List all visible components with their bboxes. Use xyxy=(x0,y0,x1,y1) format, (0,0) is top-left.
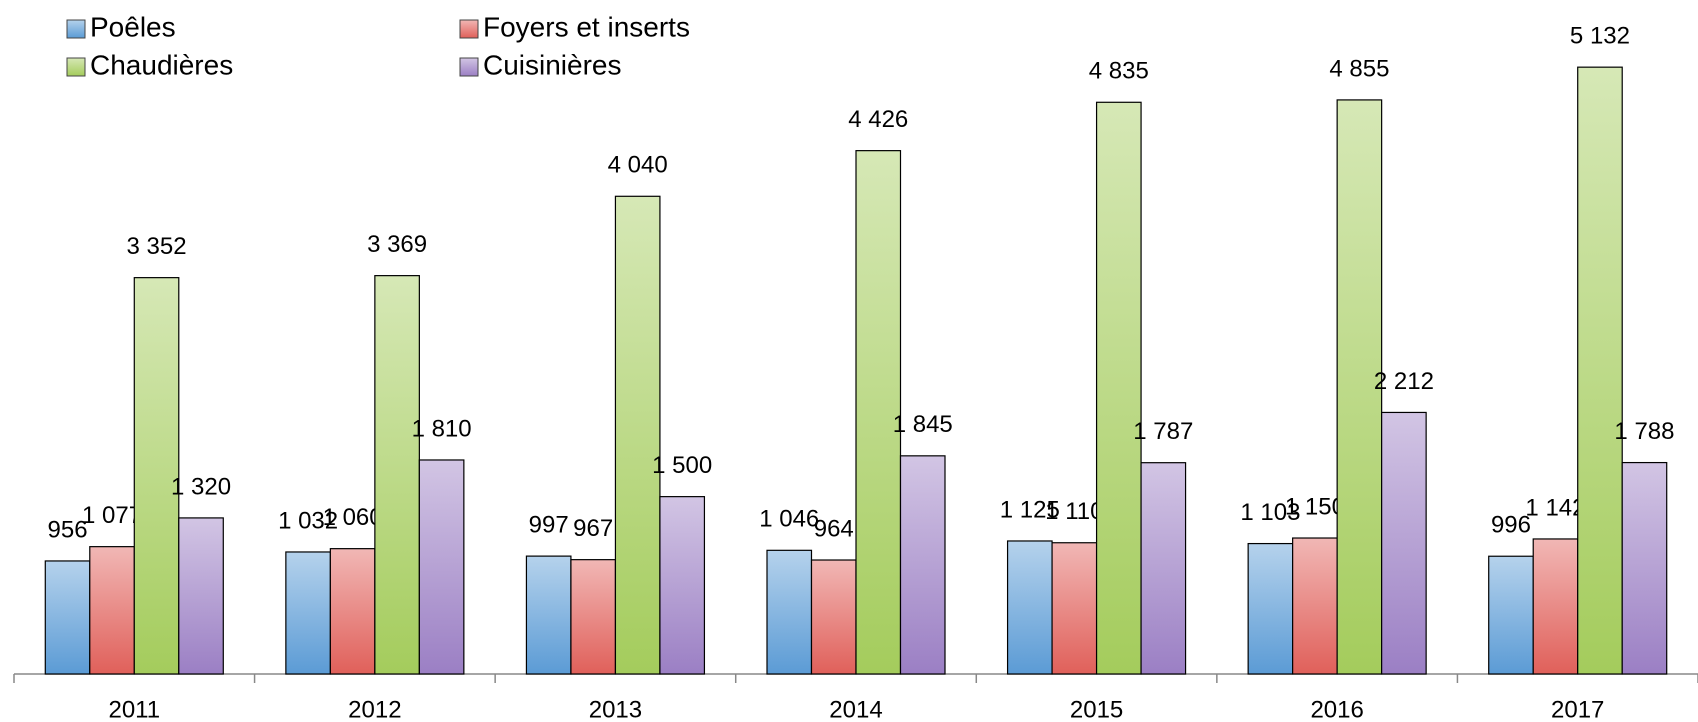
data-label: 1 142 xyxy=(1525,494,1585,521)
bar xyxy=(329,548,376,675)
legend-swatch xyxy=(66,57,86,77)
data-label: 1 788 xyxy=(1614,418,1674,445)
data-label: 1 500 xyxy=(652,452,712,479)
data-label: 1 845 xyxy=(893,411,953,438)
legend-swatch xyxy=(66,19,86,39)
data-label: 1 810 xyxy=(412,415,472,442)
data-label: 1 150 xyxy=(1285,493,1345,520)
data-label: 5 132 xyxy=(1570,23,1630,50)
legend-swatch xyxy=(459,19,479,39)
data-label: 997 xyxy=(529,511,569,538)
x-tick-label: 2017 xyxy=(1551,696,1604,722)
x-tick-label: 2012 xyxy=(348,696,401,722)
bar xyxy=(766,549,813,675)
data-label: 1 103 xyxy=(1240,499,1300,526)
bar xyxy=(418,459,465,675)
data-label: 1 032 xyxy=(278,507,338,534)
x-tick-label: 2011 xyxy=(108,696,160,722)
bar xyxy=(89,546,135,675)
bar xyxy=(1006,540,1053,675)
data-label: 3 369 xyxy=(367,231,427,258)
bar xyxy=(570,559,617,675)
bar xyxy=(855,150,902,675)
bar xyxy=(525,555,572,675)
bar xyxy=(178,517,224,675)
legend-label: Chaudières xyxy=(90,49,233,80)
x-tick-label: 2014 xyxy=(829,696,882,722)
data-label: 1 787 xyxy=(1133,418,1193,445)
data-label: 1 077 xyxy=(82,502,142,529)
bar xyxy=(1621,461,1668,675)
bar xyxy=(1336,99,1383,675)
bar xyxy=(1292,537,1338,675)
data-label: 4 855 xyxy=(1329,55,1389,82)
data-label: 1 046 xyxy=(759,506,819,533)
data-label: 956 xyxy=(48,516,88,543)
bar xyxy=(1381,411,1427,675)
bar xyxy=(374,275,420,675)
legend-label: Cuisinières xyxy=(483,49,622,80)
bar xyxy=(1488,555,1534,675)
data-label: 4 040 xyxy=(608,152,668,179)
bar xyxy=(899,455,946,675)
data-label: 2 212 xyxy=(1374,368,1434,395)
data-label: 1 125 xyxy=(1000,496,1060,523)
data-label: 4 426 xyxy=(848,106,908,133)
bar xyxy=(1095,101,1142,675)
data-label: 967 xyxy=(573,515,613,542)
x-tick-label: 2015 xyxy=(1070,696,1123,722)
data-label: 996 xyxy=(1491,512,1531,539)
bar xyxy=(614,195,661,675)
bar xyxy=(1577,66,1623,675)
bar xyxy=(44,560,91,675)
data-label: 3 352 xyxy=(127,233,187,260)
bar xyxy=(133,277,180,675)
bar xyxy=(810,559,857,675)
data-label: 4 835 xyxy=(1089,58,1149,85)
data-label: 1 110 xyxy=(1045,498,1103,525)
bar xyxy=(1247,542,1294,675)
bar xyxy=(659,496,706,675)
legend-label: Foyers et inserts xyxy=(483,11,690,42)
data-label: 1 060 xyxy=(323,504,383,531)
bar xyxy=(1140,462,1187,675)
x-tick-label: 2016 xyxy=(1310,696,1363,722)
bar xyxy=(285,551,331,675)
legend-swatch xyxy=(459,57,479,77)
x-tick-label: 2013 xyxy=(589,696,642,722)
bar xyxy=(1051,542,1098,675)
data-label: 1 320 xyxy=(171,473,231,500)
bar xyxy=(1532,538,1579,675)
data-label: 964 xyxy=(814,515,854,542)
legend-label: Poêles xyxy=(90,11,176,42)
